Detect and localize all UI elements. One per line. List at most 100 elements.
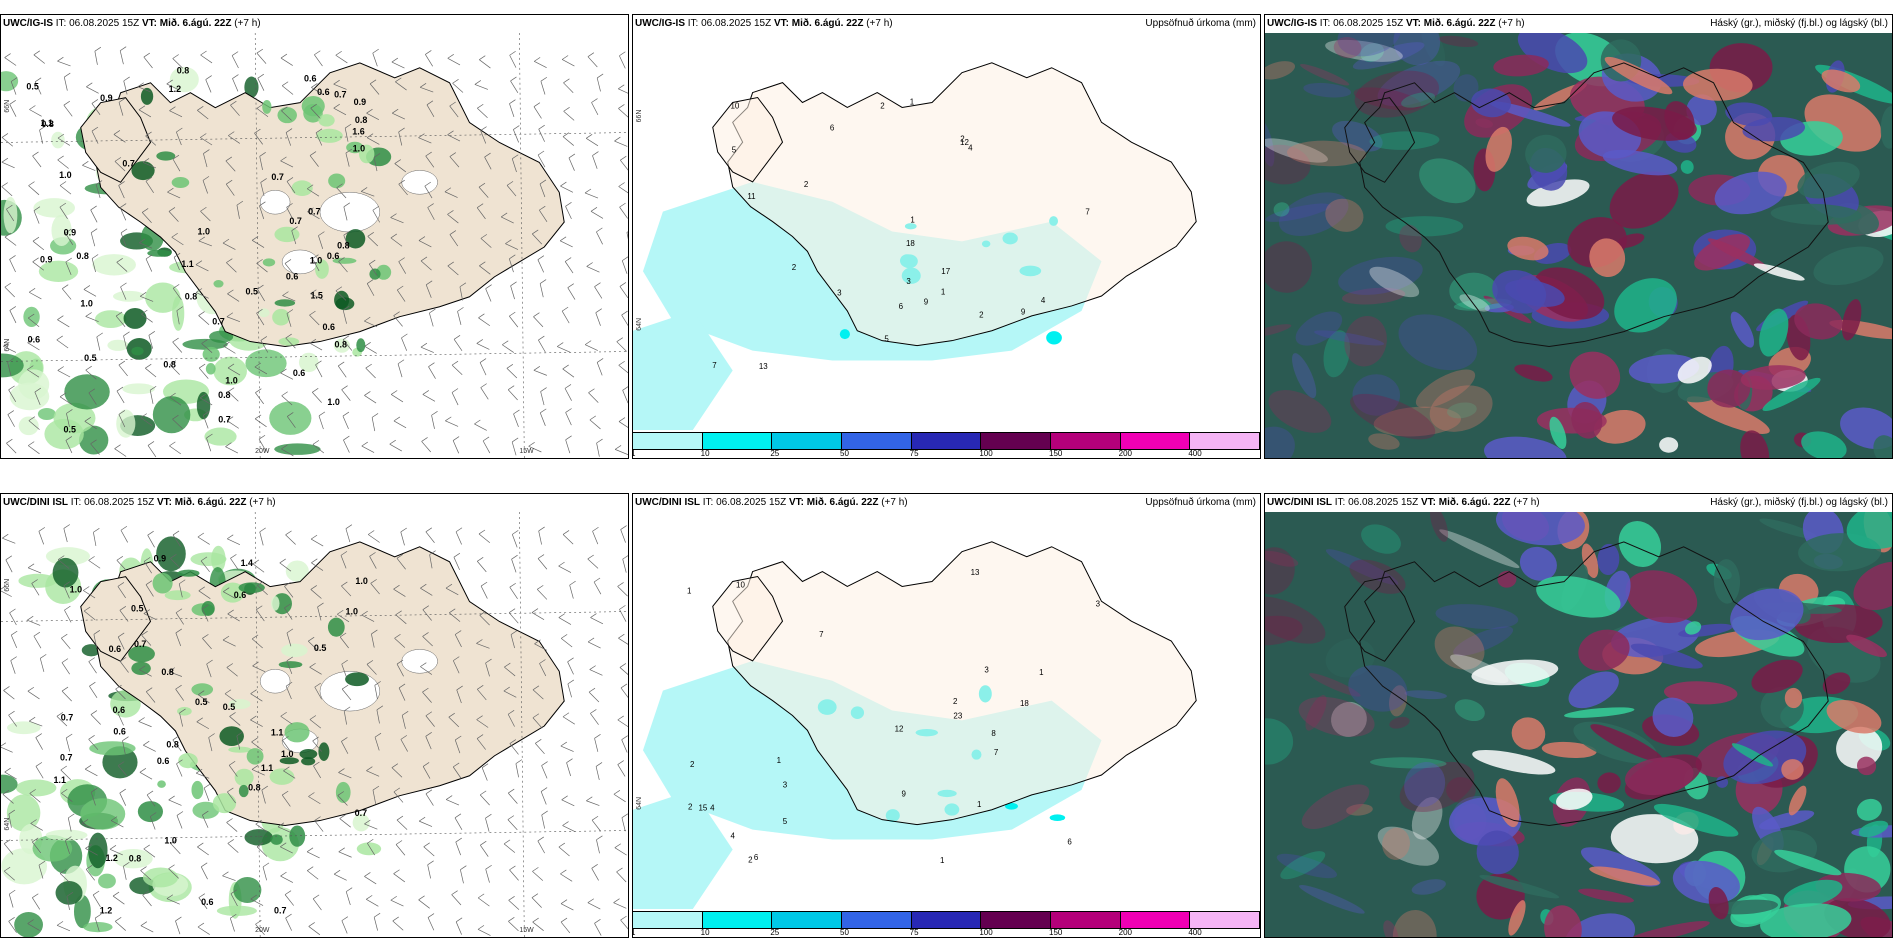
legend-swatch — [633, 433, 703, 449]
precip-value-label: 7 — [994, 748, 999, 757]
rain-value-label: 1.5 — [310, 291, 322, 301]
rain-value-label: 1.0 — [355, 576, 367, 586]
panel-cloud-igis: UWC/IG-IS IT: 06.08.2025 15Z VT: Mið. 6.… — [1264, 14, 1893, 459]
rain-value-label: 1.0 — [345, 607, 357, 617]
precip-value-label: 4 — [710, 803, 715, 812]
legend-swatch — [1190, 912, 1260, 928]
legend-swatch — [1051, 912, 1121, 928]
legend-swatch — [911, 433, 982, 449]
legend-label: 1 — [633, 449, 635, 458]
rain-value-label: 1.2 — [105, 853, 117, 863]
westfjords-outline — [1344, 97, 1416, 183]
precip-value-label: 2 — [960, 134, 965, 143]
rain-value-label: 1.6 — [352, 126, 364, 136]
legend-label: 50 — [840, 928, 849, 937]
rain-value-label: 1.0 — [327, 397, 339, 407]
coordinate-label: 20W — [255, 448, 270, 455]
rain-value-label: 1.0 — [80, 298, 92, 308]
rain-value-label: 1.1 — [41, 118, 53, 128]
legend-label: 25 — [770, 928, 780, 937]
rain-value-label: 0.6 — [109, 644, 121, 654]
legend-label: 200 — [1118, 928, 1133, 937]
map-precip: 2 1 2 2 1 2 3 4 6 9 7 13 12 5 10 7 11 5 9 6 17 18 3 4 2 1 66N 64N — [633, 33, 1260, 430]
precip-value-label: 3 — [837, 289, 842, 298]
legend-swatch — [981, 912, 1052, 928]
legend-swatch — [981, 433, 1052, 449]
rain-value-label: 1.2 — [169, 84, 181, 94]
precip-value-label: 7 — [819, 630, 824, 639]
rain-value-label: 0.8 — [177, 65, 189, 75]
legend-swatch — [842, 433, 912, 449]
westfjords-landmass — [80, 576, 152, 662]
coordinate-label: 66N — [4, 579, 11, 592]
rain-value-label: 0.8 — [41, 119, 53, 129]
rain-value-label: 0.5 — [131, 604, 143, 614]
precip-value-label: 9 — [902, 790, 907, 799]
precip-value-label: 3 — [906, 277, 911, 286]
wind-map-svg: 0.8 0.5 0.6 0.9 0.8 1.0 0.8 1.0 0.7 0.8 1.0 0.9 0.5 0… — [1, 33, 628, 458]
legend-swatch — [772, 433, 843, 449]
rain-value-label: 0.8 — [163, 360, 175, 370]
precip-value-label: 1 — [1039, 668, 1044, 677]
panel-title: UWC/IG-IS IT: 06.08.2025 15Z VT: Mið. 6.… — [635, 18, 893, 29]
rain-value-label: 0.5 — [245, 287, 257, 297]
legend-swatch — [911, 912, 982, 928]
precip-value-label: 15 — [698, 804, 707, 813]
panel-subtitle: Uppsöfnuð úrkoma (mm) — [1145, 18, 1256, 29]
precip-value-label: 18 — [906, 239, 915, 248]
rain-value-label: 0.6 — [293, 368, 305, 378]
precip-value-label: 4 — [968, 144, 973, 153]
coordinate-label: 66N — [636, 110, 643, 123]
rain-value-label: 0.6 — [113, 705, 125, 715]
westfjords-landmass — [80, 97, 152, 183]
panel-title: UWC/DINI ISL IT: 06.08.2025 15Z VT: Mið.… — [3, 497, 276, 508]
iceland-outline — [1359, 541, 1829, 827]
precip-value-label: 1 — [687, 586, 692, 595]
rain-value-label: 0.8 — [161, 667, 173, 677]
rain-value-label: 0.7 — [122, 159, 134, 169]
precip-value-label: 2 — [688, 803, 693, 812]
rain-value-label: 0.6 — [317, 87, 329, 97]
legend-label: 100 — [979, 928, 993, 937]
coordinate-label: 64N — [4, 339, 11, 352]
precip-value-label: 4 — [1041, 296, 1046, 305]
precip-value-label: 4 — [730, 832, 735, 841]
precip-value-label: 10 — [731, 101, 740, 110]
panel-precip-igis: UWC/IG-IS IT: 06.08.2025 15Z VT: Mið. 6.… — [632, 14, 1261, 459]
iceland-landmass — [727, 541, 1197, 826]
rain-value-label: 0.6 — [157, 756, 169, 766]
rain-value-label: 1.0 — [197, 227, 209, 237]
rain-value-label: 0.7 — [334, 90, 346, 100]
precip-value-label: 2 — [748, 856, 753, 865]
precip-color-legend — [633, 911, 1260, 929]
precip-value-label: 1 — [910, 216, 915, 225]
panel-precip-dini: UWC/DINI ISL IT: 06.08.2025 15Z VT: Mið.… — [632, 493, 1261, 938]
rain-value-label: 0.7 — [212, 316, 224, 326]
iceland-landmass — [727, 62, 1197, 347]
rain-value-label: 0.8 — [335, 340, 347, 350]
legend-swatch — [702, 433, 773, 449]
precip-value-label: 1 — [940, 856, 945, 865]
coordinate-label: 66N — [4, 100, 11, 113]
precip-value-label: 5 — [783, 817, 788, 826]
rain-value-label: 0.6 — [113, 727, 125, 737]
rain-value-label: 0.5 — [195, 697, 207, 707]
precip-value-label: 3 — [783, 780, 788, 789]
legend-swatch — [633, 912, 703, 928]
rain-value-label: 0.7 — [60, 752, 72, 762]
rain-value-label: 0.7 — [61, 713, 73, 723]
precip-value-label: 6 — [830, 123, 835, 132]
rain-value-label: 0.9 — [100, 93, 112, 103]
westfjords-outline — [1344, 576, 1416, 662]
precip-value-label: 13 — [759, 362, 768, 371]
rain-value-label: 0.5 — [314, 643, 326, 653]
precip-value-label: 23 — [953, 711, 962, 720]
rain-value-label: 0.9 — [354, 97, 366, 107]
rain-value-label: 0.7 — [218, 415, 230, 425]
map-wind: 0.6 1.0 0.5 1.1 1.0 0.6 0.7 0.6 0.5 0.7 1.0 0.8 0.7 1… — [1, 512, 628, 937]
rain-value-label: 0.7 — [271, 172, 283, 182]
rain-value-label: 0.9 — [154, 554, 166, 564]
legend-label: 100 — [979, 449, 993, 458]
panel-subtitle: Uppsöfnuð úrkoma (mm) — [1145, 497, 1256, 508]
